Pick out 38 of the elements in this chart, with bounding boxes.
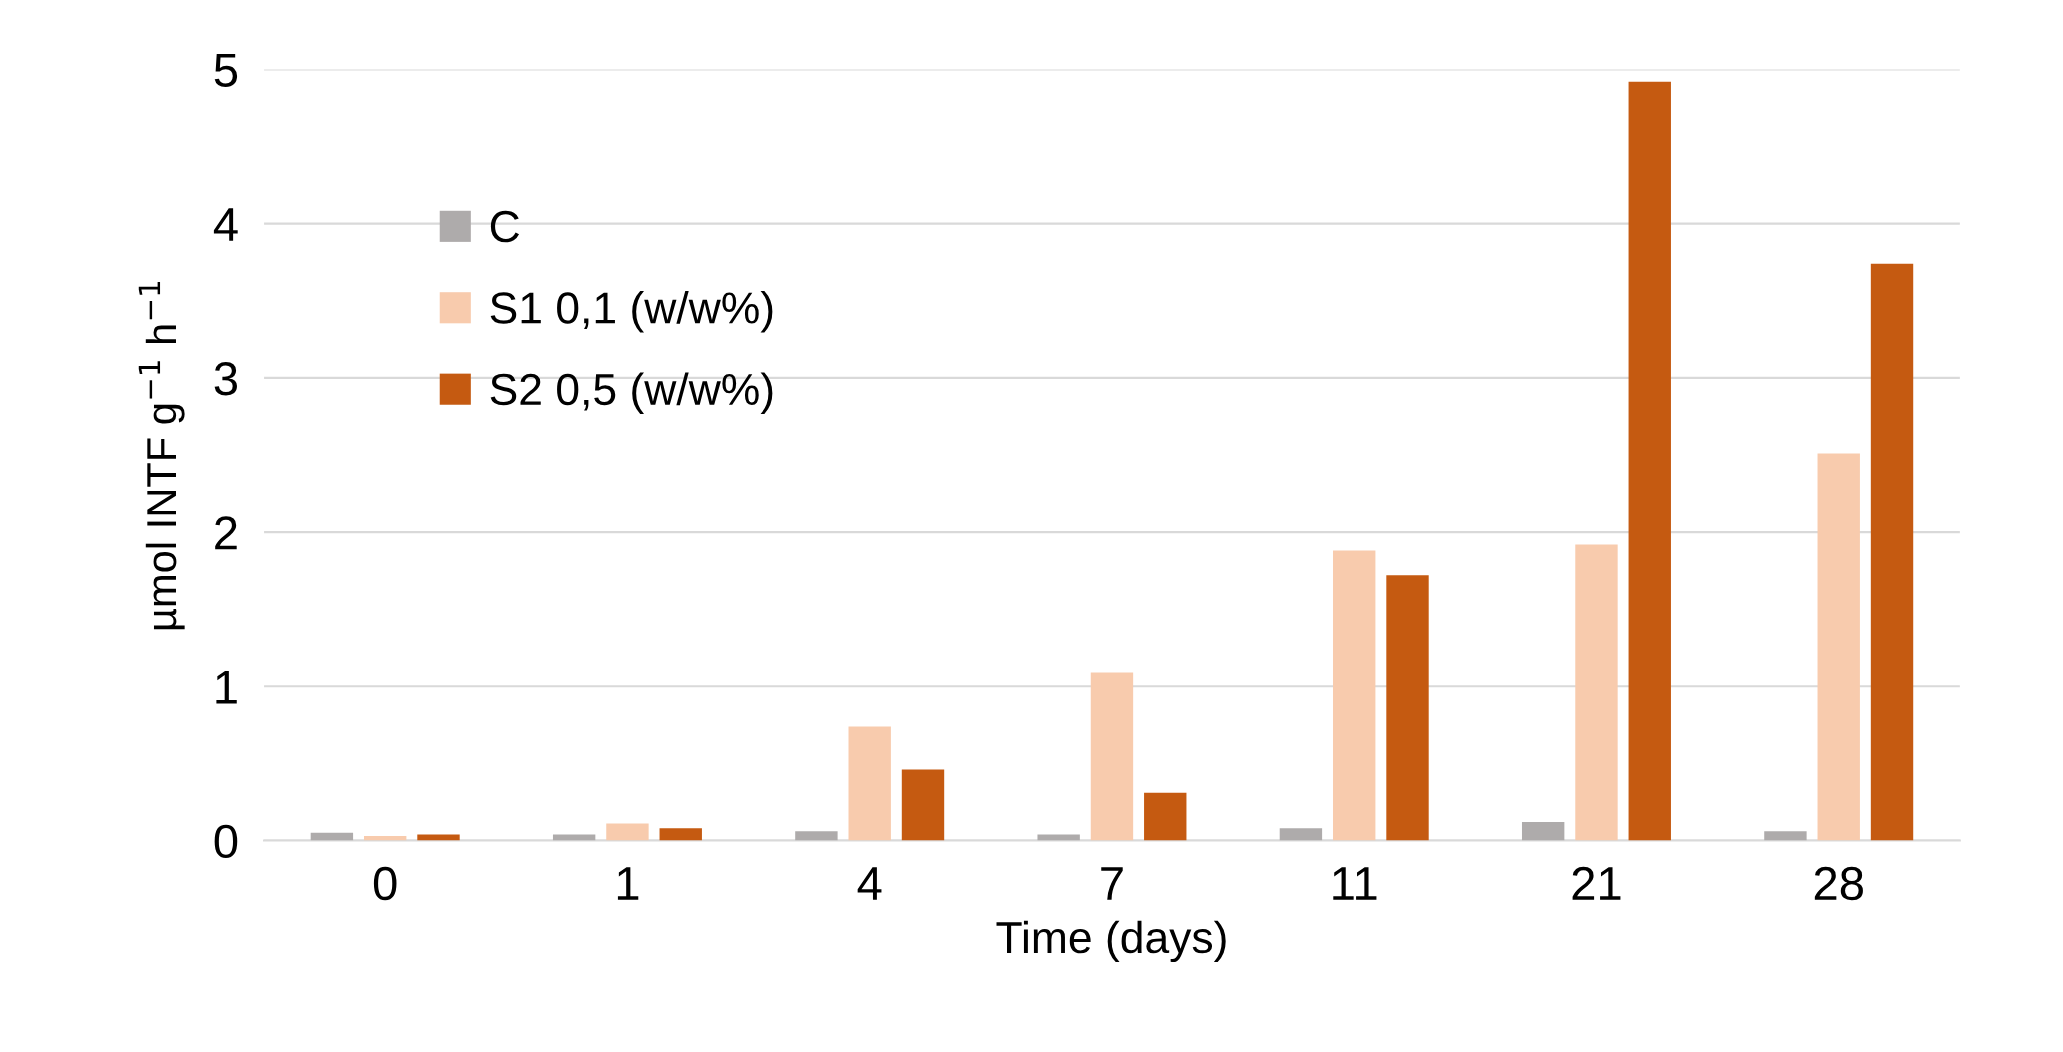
- bar: [310, 832, 354, 841]
- bar: [417, 834, 460, 841]
- x-tick-label: 21: [1572, 866, 1621, 900]
- y-tick-label: 5: [214, 54, 238, 88]
- bar: [1144, 792, 1187, 841]
- y-tick-label: 0: [214, 824, 238, 859]
- x-tick-label: 0: [373, 866, 397, 901]
- bar: [659, 828, 702, 841]
- bar: [1037, 834, 1080, 841]
- y-tick-label: 3: [214, 362, 237, 396]
- bar: [606, 823, 649, 841]
- bar: [1333, 550, 1376, 841]
- x-axis-title: Time (days): [996, 920, 1226, 963]
- bar: [1386, 575, 1429, 841]
- bar: [1817, 453, 1860, 841]
- bar: [1764, 831, 1807, 841]
- bar: [552, 834, 596, 841]
- bar: [848, 726, 891, 841]
- x-tick-label: 11: [1333, 867, 1377, 900]
- legend-label: S2 0,5 (w/w%): [490, 372, 773, 414]
- bar: [1870, 263, 1914, 841]
- y-tick-label: 1: [216, 670, 237, 704]
- bar: [1279, 828, 1323, 841]
- bar: [795, 831, 838, 841]
- bar: [1575, 544, 1618, 841]
- legend-label: S1 0,1 (w/w%): [490, 291, 773, 333]
- bar: [1521, 822, 1565, 841]
- legend-label: C: [490, 210, 520, 243]
- x-tick-label: 7: [1101, 867, 1123, 900]
- y-tick-label: 4: [213, 208, 238, 241]
- x-tick-label: 1: [617, 867, 639, 900]
- y-axis-title: µmol INTF g$^{−1}$ h$^{−1}$: [138, 282, 185, 630]
- bar: [1628, 81, 1671, 841]
- bar: [901, 769, 945, 841]
- x-tick-label: 4: [857, 867, 882, 900]
- y-tick-label: 2: [215, 516, 237, 550]
- x-tick-label: 28: [1814, 866, 1863, 901]
- bar: [1090, 672, 1134, 841]
